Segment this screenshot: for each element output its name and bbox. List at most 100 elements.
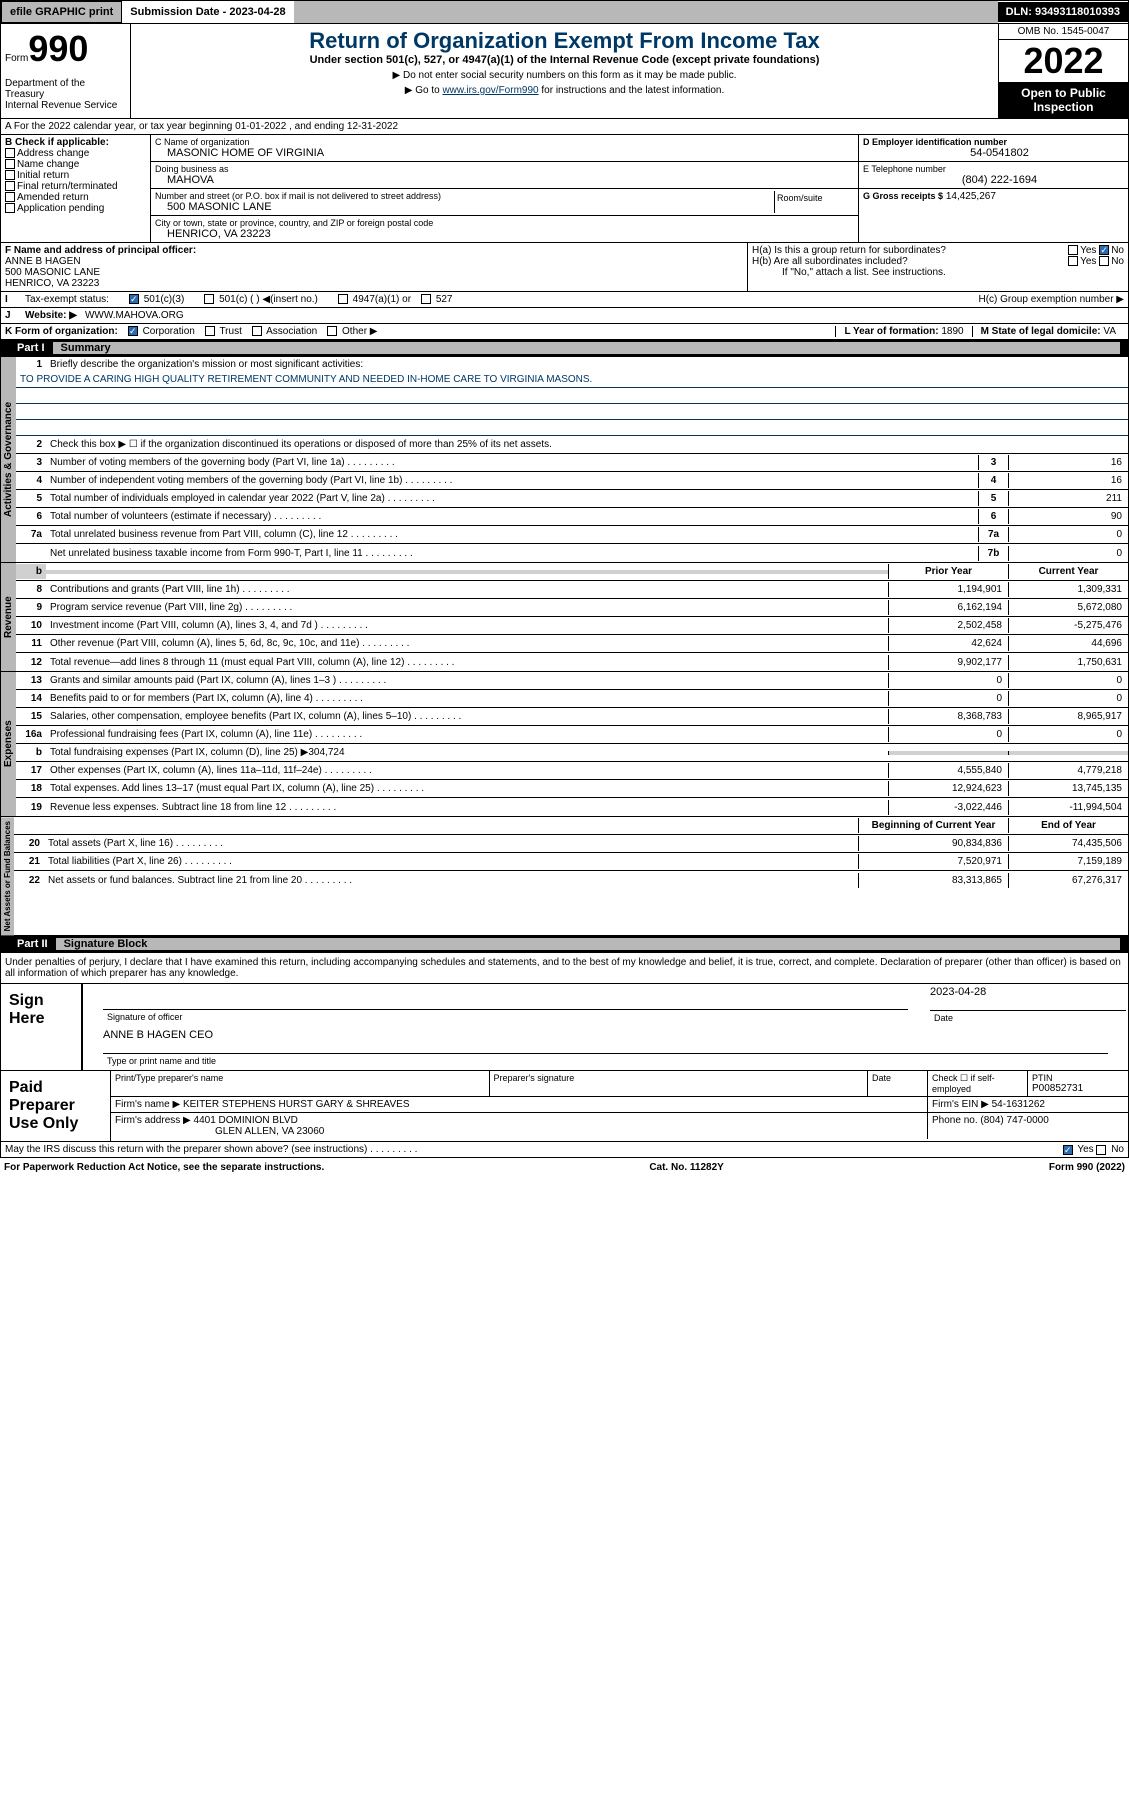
table-row: bTotal fundraising expenses (Part IX, co… — [16, 744, 1128, 762]
submission-date: Submission Date - 2023-04-28 — [122, 2, 293, 22]
chk-trust[interactable] — [205, 326, 215, 336]
chk-527[interactable] — [421, 294, 431, 304]
form-subtitle: Under section 501(c), 527, or 4947(a)(1)… — [135, 54, 994, 66]
chk-corp[interactable] — [128, 326, 138, 336]
discuss-no[interactable] — [1096, 1145, 1106, 1155]
table-row: 15Salaries, other compensation, employee… — [16, 708, 1128, 726]
col-h: H(a) Is this a group return for subordin… — [748, 243, 1128, 291]
ha-yes[interactable] — [1068, 245, 1078, 255]
chk-501c3[interactable] — [129, 294, 139, 304]
exp-section: Expenses 13Grants and similar amounts pa… — [0, 672, 1129, 817]
ha-row: H(a) Is this a group return for subordin… — [752, 245, 1124, 256]
vlabel-gov: Activities & Governance — [1, 357, 16, 562]
col-b: B Check if applicable: Address change Na… — [1, 135, 151, 242]
table-row: 5Total number of individuals employed in… — [16, 490, 1128, 508]
table-row: 10Investment income (Part VIII, column (… — [16, 617, 1128, 635]
dept-treasury: Department of the Treasury Internal Reve… — [5, 78, 126, 111]
col-f: F Name and address of principal officer:… — [1, 243, 748, 291]
officer-name: ANNE B HAGEN CEO — [103, 1029, 1108, 1041]
chk-pending[interactable]: Application pending — [5, 203, 146, 214]
part1-header: Part I Summary — [0, 340, 1129, 357]
title-box: Return of Organization Exempt From Incom… — [131, 24, 998, 118]
line-a: A For the 2022 calendar year, or tax yea… — [0, 119, 1129, 135]
sig-date-val: 2023-04-28 — [930, 986, 1126, 998]
chk-501c[interactable] — [204, 294, 214, 304]
form-header: Form990 Department of the Treasury Inter… — [0, 24, 1129, 119]
chk-initial[interactable]: Initial return — [5, 170, 146, 181]
top-bar: efile GRAPHIC print Submission Date - 20… — [0, 0, 1129, 24]
chk-amended[interactable]: Amended return — [5, 192, 146, 203]
year-box: OMB No. 1545-0047 2022 Open to Public In… — [998, 24, 1128, 118]
vlabel-net: Net Assets or Fund Balances — [1, 817, 14, 935]
net-section: Net Assets or Fund Balances Beginning of… — [0, 817, 1129, 936]
hc-label: H(c) Group exemption number ▶ — [978, 294, 1124, 305]
open-public: Open to Public Inspection — [999, 82, 1128, 118]
dba-cell: Doing business as MAHOVA — [151, 162, 858, 189]
row-j: J Website: ▶ WWW.MAHOVA.ORG — [0, 308, 1129, 324]
table-row: 8Contributions and grants (Part VIII, li… — [16, 581, 1128, 599]
chk-assoc[interactable] — [252, 326, 262, 336]
hb-no[interactable] — [1099, 256, 1109, 266]
sig-declaration: Under penalties of perjury, I declare th… — [0, 953, 1129, 984]
section-fh: F Name and address of principal officer:… — [0, 243, 1129, 292]
page-footer: For Paperwork Reduction Act Notice, see … — [0, 1158, 1129, 1177]
col-c: C Name of organization MASONIC HOME OF V… — [151, 135, 858, 242]
mission-text: TO PROVIDE A CARING HIGH QUALITY RETIREM… — [16, 372, 1128, 388]
tax-year: 2022 — [999, 40, 1128, 82]
table-row: 14Benefits paid to or for members (Part … — [16, 690, 1128, 708]
vlabel-rev: Revenue — [1, 563, 16, 671]
col-de: D Employer identification number 54-0541… — [858, 135, 1128, 242]
city-cell: City or town, state or province, country… — [151, 216, 858, 242]
efile-print-button[interactable]: efile GRAPHIC print — [1, 1, 122, 23]
form-number-box: Form990 Department of the Treasury Inter… — [1, 24, 131, 118]
table-row: 12Total revenue—add lines 8 through 11 (… — [16, 653, 1128, 671]
gross-cell: G Gross receipts $ 14,425,267 — [859, 189, 1128, 204]
table-row: 17Other expenses (Part IX, column (A), l… — [16, 762, 1128, 780]
note-ssn: ▶ Do not enter social security numbers o… — [135, 70, 994, 81]
part2-header: Part II Signature Block — [0, 936, 1129, 953]
ein-cell: D Employer identification number 54-0541… — [859, 135, 1128, 162]
discuss-row: May the IRS discuss this return with the… — [0, 1142, 1129, 1158]
dln: DLN: 93493118010393 — [998, 2, 1128, 22]
form-title: Return of Organization Exempt From Incom… — [135, 28, 994, 54]
table-row: 11Other revenue (Part VIII, column (A), … — [16, 635, 1128, 653]
org-name-cell: C Name of organization MASONIC HOME OF V… — [151, 135, 858, 162]
spacer — [294, 1, 998, 23]
chk-other[interactable] — [327, 326, 337, 336]
table-row: Net unrelated business taxable income fr… — [16, 544, 1128, 562]
ha-no[interactable] — [1099, 245, 1109, 255]
phone-cell: E Telephone number (804) 222-1694 — [859, 162, 1128, 189]
irs-link[interactable]: www.irs.gov/Form990 — [442, 85, 538, 96]
table-row: 13Grants and similar amounts paid (Part … — [16, 672, 1128, 690]
section-bcdeg: B Check if applicable: Address change Na… — [0, 135, 1129, 243]
table-row: 20Total assets (Part X, line 16)90,834,8… — [14, 835, 1128, 853]
table-row: 22Net assets or fund balances. Subtract … — [14, 871, 1128, 889]
chk-address[interactable]: Address change — [5, 148, 146, 159]
chk-final[interactable]: Final return/terminated — [5, 181, 146, 192]
table-row: 19Revenue less expenses. Subtract line 1… — [16, 798, 1128, 816]
table-row: 9Program service revenue (Part VIII, lin… — [16, 599, 1128, 617]
website-link[interactable]: WWW.MAHOVA.ORG — [85, 310, 184, 321]
table-row: 3Number of voting members of the governi… — [16, 454, 1128, 472]
row-i: I Tax-exempt status: 501(c)(3) 501(c) ( … — [0, 292, 1129, 308]
table-row: 21Total liabilities (Part X, line 26)7,5… — [14, 853, 1128, 871]
vlabel-exp: Expenses — [1, 672, 16, 816]
rev-section: Revenue bPrior YearCurrent Year 8Contrib… — [0, 563, 1129, 672]
omb-number: OMB No. 1545-0047 — [999, 24, 1128, 40]
table-row: 16aProfessional fundraising fees (Part I… — [16, 726, 1128, 744]
gov-section: Activities & Governance 1Briefly describ… — [0, 357, 1129, 563]
officer-sig-line: Signature of officer — [103, 1009, 908, 1024]
table-row: 6Total number of volunteers (estimate if… — [16, 508, 1128, 526]
sign-here: Sign Here Signature of officer 2023-04-2… — [0, 984, 1129, 1071]
table-row: 4Number of independent voting members of… — [16, 472, 1128, 490]
addr-cell: Number and street (or P.O. box if mail i… — [151, 189, 858, 216]
table-row: 7aTotal unrelated business revenue from … — [16, 526, 1128, 544]
note-link: ▶ Go to www.irs.gov/Form990 for instruct… — [135, 85, 994, 96]
table-row: 18Total expenses. Add lines 13–17 (must … — [16, 780, 1128, 798]
chk-4947[interactable] — [338, 294, 348, 304]
chk-name[interactable]: Name change — [5, 159, 146, 170]
hb-yes[interactable] — [1068, 256, 1078, 266]
preparer-section: Paid Preparer Use Only Print/Type prepar… — [0, 1071, 1129, 1142]
row-klm: K Form of organization: Corporation Trus… — [0, 324, 1129, 340]
discuss-yes[interactable] — [1063, 1145, 1073, 1155]
